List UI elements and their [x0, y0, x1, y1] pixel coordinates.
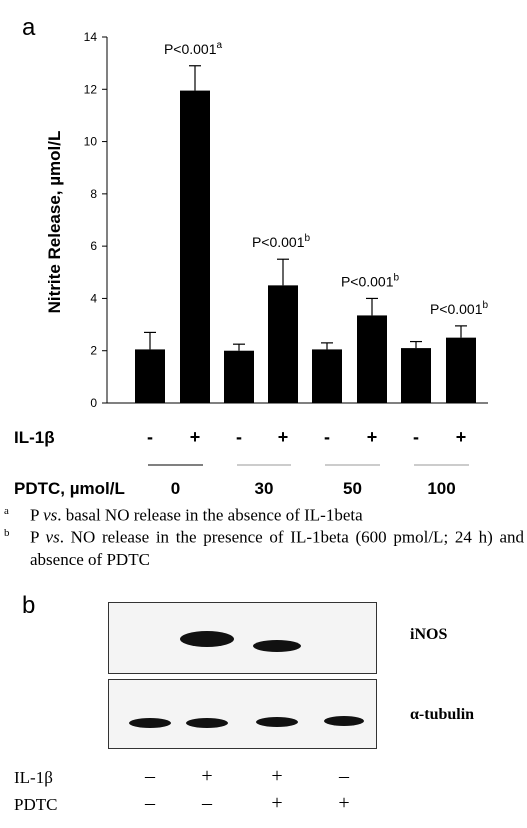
- protein-band: [186, 718, 228, 728]
- y-axis-label: Nitrite Release, µmol/L: [45, 131, 64, 314]
- treatment-label: IL-1β: [14, 768, 53, 787]
- y-tick-label: 14: [84, 30, 98, 44]
- bars-group: [135, 65, 476, 403]
- protein-band: [324, 716, 364, 726]
- blot-box: [108, 602, 377, 674]
- panel-a-letter: a: [22, 14, 36, 41]
- footnote-a-vs: vs: [43, 505, 58, 525]
- y-tick-label: 10: [84, 135, 98, 149]
- pdtc-group-label: 0: [171, 479, 180, 498]
- panel-b-letter: b: [22, 592, 36, 619]
- il1b-sign: -: [413, 427, 419, 447]
- treatment-sign: +: [271, 792, 283, 814]
- y-tick-label: 0: [90, 396, 97, 410]
- bar: [446, 337, 476, 403]
- bar: [268, 285, 298, 403]
- il1b-sign: +: [456, 427, 467, 447]
- treatment-sign: –: [339, 765, 349, 787]
- pdtc-group-label: 50: [343, 479, 362, 498]
- blot-box: [108, 679, 377, 749]
- treatment-label: PDTC: [14, 795, 58, 814]
- treatment-sign: –: [202, 792, 212, 814]
- p-value-annotation: P<0.001b: [430, 300, 489, 317]
- footnote-b-prefix: P: [30, 527, 46, 547]
- footnote-a-text: . basal NO release in the absence of IL-…: [57, 505, 363, 525]
- blot-label: iNOS: [410, 626, 448, 643]
- y-tick-label: 2: [90, 344, 97, 358]
- treatment-sign: –: [145, 792, 155, 814]
- il1b-sign: -: [147, 427, 153, 447]
- il1b-sign: +: [190, 427, 201, 447]
- y-tick-label: 8: [90, 187, 97, 201]
- treatment-sign: –: [145, 765, 155, 787]
- bar: [224, 350, 254, 403]
- blot-label: α-tubulin: [410, 706, 475, 723]
- il1b-sign: +: [367, 427, 378, 447]
- pdtc-label: PDTC, µmol/L: [14, 479, 125, 498]
- footnote-a-mark: a: [4, 505, 9, 517]
- il1b-label: IL-1β: [14, 428, 55, 447]
- pdtc-group-label: 30: [255, 479, 274, 498]
- y-tick-label: 12: [84, 82, 98, 96]
- il1b-sign: -: [324, 427, 330, 447]
- footnote-b: b P vs. NO release in the presence of IL-…: [4, 522, 524, 571]
- p-value-superscript: a: [217, 40, 223, 51]
- protein-band: [253, 640, 301, 652]
- footnote-b-vs: vs: [45, 527, 60, 547]
- protein-band: [129, 718, 171, 728]
- protein-band: [256, 717, 298, 727]
- p-value-superscript: b: [483, 300, 489, 311]
- protein-band: [180, 631, 234, 647]
- bar: [401, 348, 431, 403]
- treatment-sign: +: [271, 765, 283, 787]
- footnote-b-mark: b: [4, 527, 10, 539]
- il1b-sign: +: [278, 427, 289, 447]
- treatment-sign: +: [201, 765, 213, 787]
- bar: [357, 315, 387, 403]
- footnote-a: a P vs. basal NO release in the absence o…: [4, 500, 524, 527]
- y-tick-label: 4: [90, 291, 97, 305]
- p-value-superscript: b: [305, 233, 311, 244]
- p-value-annotation: P<0.001b: [341, 272, 400, 289]
- footnote-b-text: . NO release in the presence of IL-1beta…: [30, 527, 525, 569]
- y-axis: 0 2 4 6 8 10 12 14: [84, 30, 488, 410]
- p-value-annotation: P<0.001a: [164, 40, 223, 57]
- bar: [180, 90, 210, 403]
- pdtc-group-label: 100: [427, 479, 455, 498]
- p-value-superscript: b: [394, 272, 400, 283]
- y-tick-label: 6: [90, 239, 97, 253]
- condition-rows: IL-1β - + - + - + - +0 30 50 100 PDTC, µmol/L: [14, 427, 469, 498]
- annotations-group: P<0.001a P<0.001b P<0.001b P<0.001b: [164, 40, 489, 317]
- footnote-a-prefix: P: [30, 505, 44, 525]
- bar: [312, 349, 342, 403]
- bar: [135, 349, 165, 403]
- il1b-sign: -: [236, 427, 242, 447]
- p-value-annotation: P<0.001b: [252, 233, 311, 250]
- treatment-sign: +: [338, 792, 350, 814]
